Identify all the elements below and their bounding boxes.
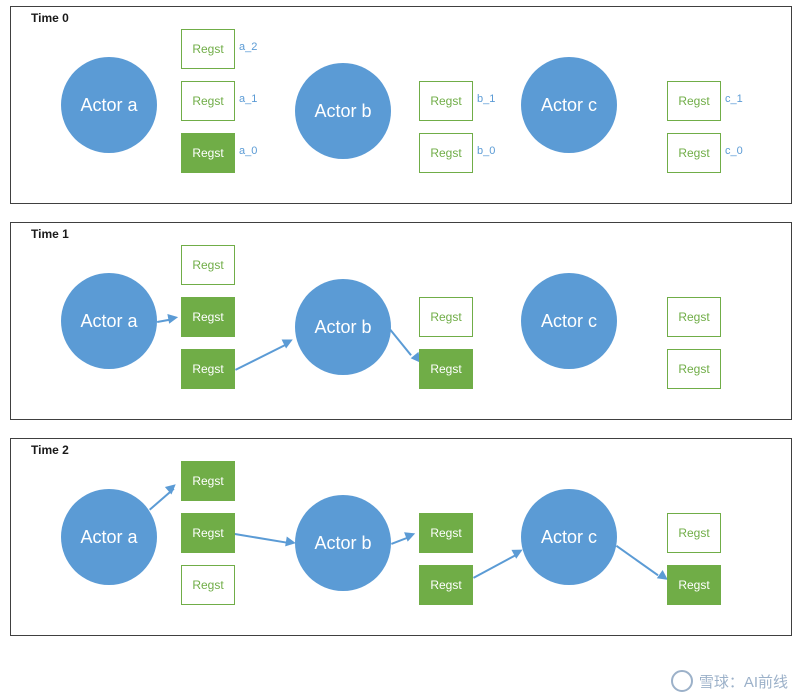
register-label: Regst <box>192 94 223 108</box>
register-box: Regst <box>181 29 235 69</box>
actor-node-a: Actor a <box>61 489 157 585</box>
register-box: Regst <box>419 297 473 337</box>
register-sublabel: a_2 <box>239 41 257 53</box>
register-label: Regst <box>678 362 709 376</box>
register-label: Regst <box>192 146 223 160</box>
register-label: Regst <box>430 94 461 108</box>
watermark-text: 雪球：AI前线 <box>699 671 788 692</box>
register-sublabel: a_0 <box>239 145 257 157</box>
register-box: Regst <box>181 349 235 389</box>
actor-label: Actor a <box>80 311 137 332</box>
register-sublabel: a_1 <box>239 93 257 105</box>
panel-time-1: Time 1 Actor a Actor b Actor c Regst Regst Reg… <box>10 222 792 420</box>
register-box: Regst <box>181 461 235 501</box>
register-label: Regst <box>192 310 223 324</box>
register-box: Regst <box>667 513 721 553</box>
register-label: Regst <box>678 146 709 160</box>
actor-node-b: Actor b <box>295 279 391 375</box>
panel-time-2: Time 2 Actor a Actor b Actor c Regst Regst Reg… <box>10 438 792 636</box>
register-sublabel: b_0 <box>477 145 495 157</box>
register-box: Regst <box>419 133 473 173</box>
register-label: Regst <box>192 42 223 56</box>
arrow <box>389 329 411 356</box>
actor-label: Actor c <box>541 527 597 548</box>
panel-label: Time 0 <box>31 11 69 25</box>
register-box: Regst <box>667 349 721 389</box>
actor-node-b: Actor b <box>295 495 391 591</box>
register-box: Regst <box>181 565 235 605</box>
register-box: Regst <box>667 81 721 121</box>
register-label: Regst <box>430 310 461 324</box>
register-box: Regst <box>181 245 235 285</box>
register-box: Regst <box>181 297 235 337</box>
actor-node-a: Actor a <box>61 273 157 369</box>
watermark: 雪球：AI前线 <box>671 670 788 692</box>
actor-label: Actor c <box>541 311 597 332</box>
watermark-icon <box>671 670 693 692</box>
register-label: Regst <box>192 526 223 540</box>
panel-label: Time 2 <box>31 443 69 457</box>
register-box: Regst <box>419 565 473 605</box>
register-label: Regst <box>192 578 223 592</box>
register-box: Regst <box>667 297 721 337</box>
actor-node-a: Actor a <box>61 57 157 153</box>
register-label: Regst <box>430 362 461 376</box>
arrow <box>235 343 289 371</box>
register-label: Regst <box>192 474 223 488</box>
arrow <box>235 533 287 544</box>
register-label: Regst <box>430 526 461 540</box>
register-label: Regst <box>430 146 461 160</box>
arrow <box>473 553 519 579</box>
register-label: Regst <box>678 94 709 108</box>
register-label: Regst <box>678 526 709 540</box>
register-label: Regst <box>192 258 223 272</box>
actor-label: Actor a <box>80 527 137 548</box>
register-box: Regst <box>667 565 721 605</box>
actor-label: Actor b <box>314 317 371 338</box>
register-label: Regst <box>430 578 461 592</box>
arrow <box>616 545 659 576</box>
arrow-head-icon <box>167 312 179 324</box>
actor-node-c: Actor c <box>521 273 617 369</box>
actor-node-c: Actor c <box>521 57 617 153</box>
register-box: Regst <box>419 513 473 553</box>
register-box: Regst <box>181 513 235 553</box>
register-label: Regst <box>192 362 223 376</box>
register-label: Regst <box>678 310 709 324</box>
register-sublabel: c_0 <box>725 145 743 157</box>
register-box: Regst <box>667 133 721 173</box>
register-sublabel: c_1 <box>725 93 743 105</box>
actor-node-b: Actor b <box>295 63 391 159</box>
actor-label: Actor a <box>80 95 137 116</box>
register-label: Regst <box>678 578 709 592</box>
register-box: Regst <box>181 81 235 121</box>
actor-label: Actor c <box>541 95 597 116</box>
panel-label: Time 1 <box>31 227 69 241</box>
register-box: Regst <box>419 349 473 389</box>
actor-node-c: Actor c <box>521 489 617 585</box>
register-box: Regst <box>181 133 235 173</box>
register-box: Regst <box>419 81 473 121</box>
actor-label: Actor b <box>314 101 371 122</box>
actor-label: Actor b <box>314 533 371 554</box>
arrow-head-icon <box>404 529 417 542</box>
panel-time-0: Time 0 Actor a Actor b Actor c Regst a_2 Regst… <box>10 6 792 204</box>
register-sublabel: b_1 <box>477 93 495 105</box>
